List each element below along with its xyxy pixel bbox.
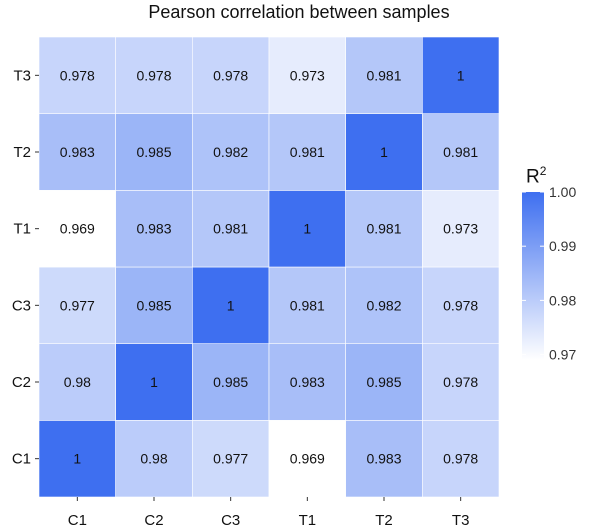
cell-label: 0.973 <box>443 221 478 237</box>
cell-label: 0.98 <box>64 374 91 390</box>
cell-label: 0.983 <box>136 221 171 237</box>
cell-label: 0.977 <box>213 451 248 467</box>
cell-label: 0.983 <box>290 374 325 390</box>
cell-label: 0.978 <box>443 297 478 313</box>
heatmap-cell-c2-c3 <box>192 343 270 421</box>
color-scale-bar <box>522 192 544 360</box>
color-scale-tick-label: 0.98 <box>549 292 576 308</box>
cell-label: 0.982 <box>366 297 401 313</box>
cell-label: 0.978 <box>136 67 171 83</box>
heatmap-cell-t3-c1 <box>38 36 116 114</box>
cell-label: 0.978 <box>60 67 95 83</box>
heatmap-cell-c2-t3 <box>422 343 500 421</box>
color-scale-tick-label: 0.97 <box>549 347 576 363</box>
heatmap-cell-c3-c1 <box>38 266 116 344</box>
cell-label: 0.973 <box>290 67 325 83</box>
heatmap-cell-t1-t3 <box>422 190 500 268</box>
heatmap-cell-c3-t3 <box>422 266 500 344</box>
cell-label: 1 <box>150 374 158 390</box>
y-axis-tick-label: T3 <box>13 67 31 84</box>
cell-label: 0.978 <box>443 451 478 467</box>
heatmap-cell-t2-c2 <box>115 113 193 191</box>
heatmap-cell-c3-c3 <box>192 266 270 344</box>
cell-label: 0.981 <box>290 144 325 160</box>
cell-label: 0.969 <box>60 221 95 237</box>
heatmap-cell-t1-c3 <box>192 190 270 268</box>
cell-label: 0.985 <box>136 144 171 160</box>
cell-label: 0.982 <box>213 144 248 160</box>
color-scale-tick-label: 1.00 <box>549 184 576 200</box>
heatmap-cell-t1-t1 <box>268 190 346 268</box>
cell-label: 0.977 <box>60 297 95 313</box>
heatmap-cell-t2-t3 <box>422 113 500 191</box>
y-axis-tick-label: T2 <box>13 144 31 161</box>
cell-label: 0.985 <box>136 297 171 313</box>
cell-label: 0.981 <box>443 144 478 160</box>
cell-label: 0.981 <box>290 297 325 313</box>
x-axis-tick-label: C1 <box>68 512 87 529</box>
x-axis-tick-label: T1 <box>299 512 317 529</box>
heatmap-cell-t2-t1 <box>268 113 346 191</box>
cell-label: 0.983 <box>60 144 95 160</box>
heatmap-cell-t3-t3 <box>422 36 500 114</box>
chart-title: Pearson correlation between samples <box>148 2 450 22</box>
heatmap-cell-t3-t1 <box>268 36 346 114</box>
cell-label: 1 <box>457 67 465 83</box>
legend-title: R2 <box>526 164 547 188</box>
cell-label: 0.981 <box>366 67 401 83</box>
heatmap-cell-c2-c1 <box>38 343 116 421</box>
heatmap-cell-c2-t1 <box>268 343 346 421</box>
heatmap-cell-t3-c3 <box>192 36 270 114</box>
y-axis-tick-label: T1 <box>13 221 31 238</box>
cell-label: 0.981 <box>366 221 401 237</box>
heatmap-cell-c3-c2 <box>115 266 193 344</box>
x-axis-tick-label: T3 <box>452 512 470 529</box>
y-axis-tick-label: C1 <box>12 451 31 468</box>
y-axis-tick-label: C3 <box>12 297 31 314</box>
cell-label: 1 <box>380 144 388 160</box>
cell-label: 0.969 <box>290 451 325 467</box>
cell-label: 0.983 <box>366 451 401 467</box>
heatmap-cell-c1-t3 <box>422 420 500 498</box>
x-axis-tick-label: T2 <box>375 512 393 529</box>
cell-label: 1 <box>303 221 311 237</box>
cell-label: 0.98 <box>140 451 167 467</box>
cell-label: 1 <box>73 451 81 467</box>
y-axis-tick-label: C2 <box>12 374 31 391</box>
heatmap-cell-t2-c3 <box>192 113 270 191</box>
heatmap-cell-c2-t2 <box>345 343 423 421</box>
cell-label: 0.978 <box>213 67 248 83</box>
cell-label: 0.981 <box>213 221 248 237</box>
x-axis-tick-label: C2 <box>144 512 163 529</box>
heatmap-cell-t3-t2 <box>345 36 423 114</box>
heatmap-cell-c2-c2 <box>115 343 193 421</box>
heatmap-cell-t2-t2 <box>345 113 423 191</box>
cell-label: 0.985 <box>213 374 248 390</box>
cell-label: 0.985 <box>366 374 401 390</box>
color-scale-tick-label: 0.99 <box>549 238 576 254</box>
heatmap-cell-c1-t1 <box>268 420 346 498</box>
cell-label: 0.978 <box>443 374 478 390</box>
x-axis-tick-label: C3 <box>221 512 240 529</box>
cell-label: 1 <box>227 297 235 313</box>
heatmap-cell-t3-c2 <box>115 36 193 114</box>
